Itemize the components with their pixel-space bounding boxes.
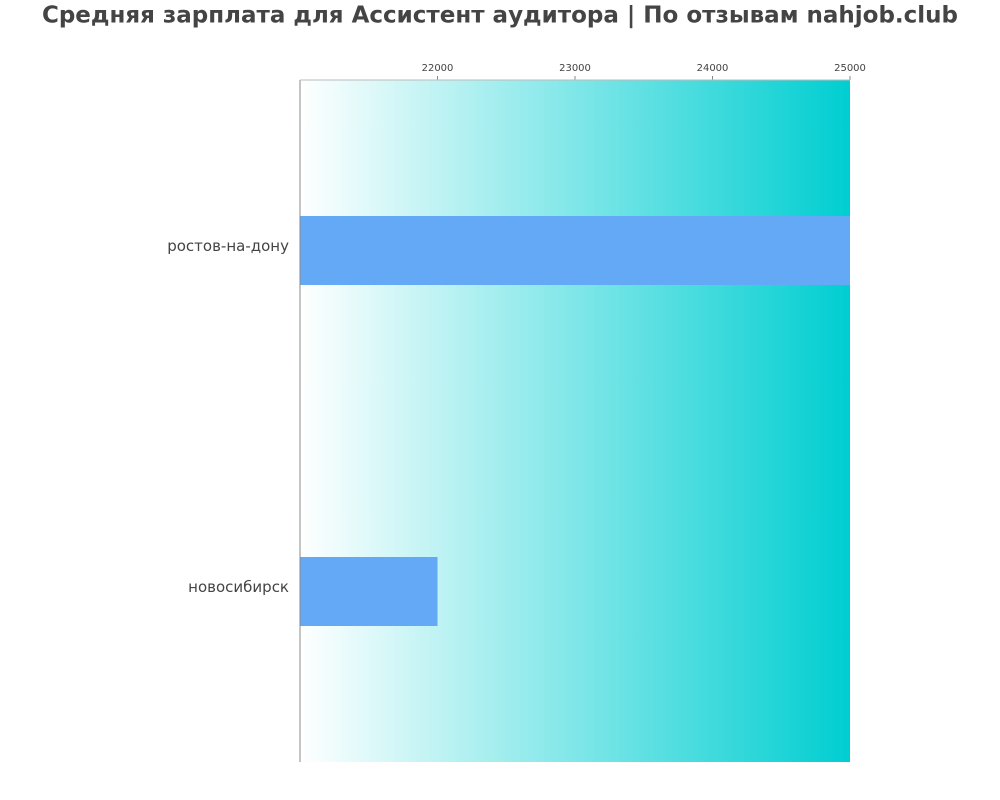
- bar: [300, 557, 438, 626]
- plot-background: [300, 80, 850, 762]
- x-tick-label: 23000: [559, 63, 591, 74]
- y-tick-label: новосибирск: [188, 578, 289, 596]
- x-tick-label: 25000: [834, 63, 866, 74]
- x-tick-label: 22000: [422, 63, 454, 74]
- x-tick-label: 24000: [697, 63, 729, 74]
- bar: [300, 216, 850, 285]
- chart-title: Средняя зарплата для Ассистент аудитора …: [42, 3, 958, 29]
- y-tick-label: ростов-на-дону: [167, 237, 289, 255]
